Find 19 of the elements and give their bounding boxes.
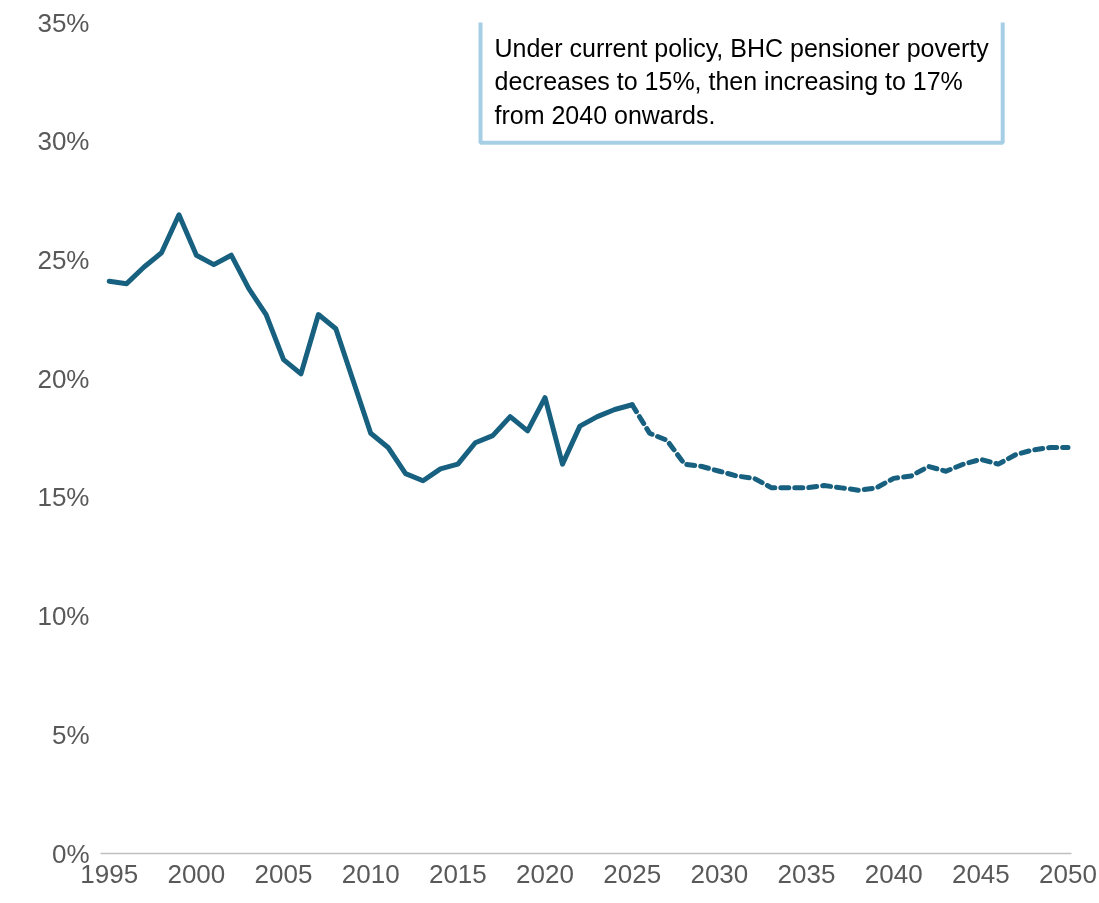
x-tick-label: 2045 (951, 858, 1010, 889)
x-tick-label: 2050 (1039, 858, 1097, 889)
y-tick-label: 10% (37, 601, 90, 632)
y-tick-label: 25% (37, 244, 90, 275)
y-tick-label: 15% (37, 482, 90, 513)
annotation: Under current policy, BHC pensioner poverty decreases to 15%, then increasing to 17% from 2040 onwards. (494, 33, 990, 129)
x-tick-label: 2040 (864, 858, 923, 889)
y-tick-label: 35% (37, 7, 90, 38)
x-tick-label: 2030 (690, 858, 749, 889)
x-tick-label: 2015 (428, 858, 487, 889)
x-tick-label: 2005 (254, 858, 313, 889)
y-tick-label: 30% (37, 126, 90, 157)
x-tick-label: 2000 (167, 858, 226, 889)
y-tick-label: 5% (51, 719, 90, 750)
y-tick-label: 20% (37, 363, 90, 394)
x-tick-label: 2020 (516, 858, 574, 889)
x-tick-label: 2035 (777, 858, 836, 889)
x-tick-label: 2010 (341, 858, 400, 889)
x-tick-label: 2025 (603, 858, 662, 889)
